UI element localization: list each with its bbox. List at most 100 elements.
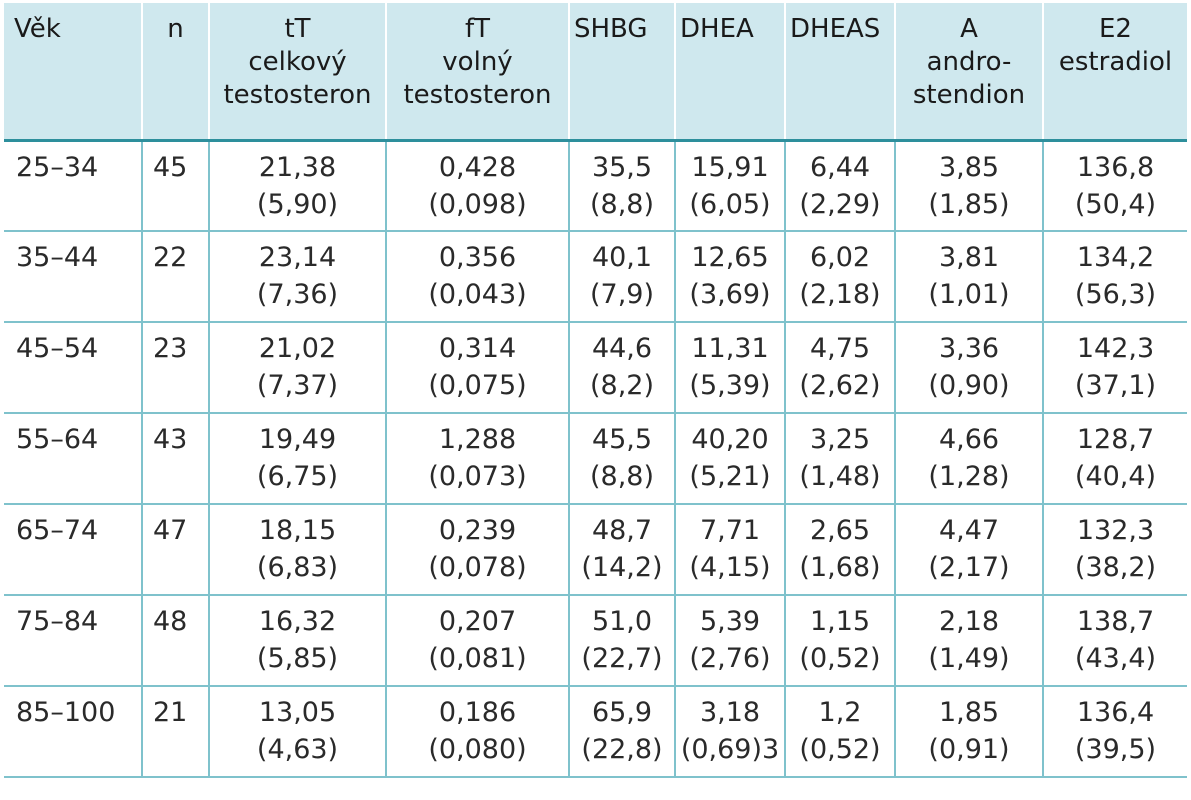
cell-age: 45–54 — [4, 322, 142, 414]
cell-sd: (5,85) — [256, 643, 339, 674]
cell-mean: 13,05 — [258, 697, 337, 728]
cell-age: 85–100 — [4, 686, 142, 778]
cell-sd: (6,75) — [256, 461, 339, 492]
cell-sd: (5,90) — [256, 188, 339, 220]
cell-e2: 132,3 (38,2) — [1042, 504, 1187, 596]
header-dhea-label: DHEA — [680, 14, 754, 44]
cell-a: 3,81 (1,01) — [894, 231, 1043, 323]
cell-sd: (5,39) — [689, 370, 771, 401]
cell-mean: 35,5 — [591, 151, 653, 183]
header-ft-abbr: fT — [464, 14, 491, 44]
header-shbg: SHBG — [568, 3, 675, 142]
cell-mean: 0,186 — [438, 697, 517, 728]
table-row: 35–44 22 23,14 (7,36) 0,356 (0,043) 40,1 (7… — [4, 231, 1187, 323]
cell-ft: 0,239 (0,078) — [385, 504, 569, 596]
cell-dhea: 3,18 (0,69)3 — [674, 686, 785, 778]
cell-mean: 40,20 — [691, 424, 769, 455]
cell-dheas: 1,15 (0,52) — [784, 595, 895, 687]
cell-sd: (7,37) — [256, 370, 339, 401]
cell-shbg: 35,5 (8,8) — [568, 140, 675, 232]
cell-mean: 5,39 — [699, 606, 761, 637]
cell-sd: (1,85) — [928, 188, 1010, 220]
cell-mean: 128,7 — [1076, 424, 1155, 455]
cell-mean: 3,18 — [699, 697, 761, 728]
header-a: A andro- stendion — [894, 3, 1043, 142]
cell-dheas: 6,44 (2,29) — [784, 140, 895, 232]
cell-sd: (0,043) — [428, 279, 527, 310]
cell-dheas: 1,2 (0,52) — [784, 686, 895, 778]
cell-age: 75–84 — [4, 595, 142, 687]
cell-shbg: 44,6 (8,2) — [568, 322, 675, 414]
cell-mean: 65,9 — [591, 697, 653, 728]
cell-sd: (5,21) — [689, 461, 771, 492]
cell-sd: (0,69)3 — [680, 734, 780, 765]
header-dhea: DHEA — [674, 3, 785, 142]
cell-dhea: 7,71 (4,15) — [674, 504, 785, 596]
cell-tt: 21,38 (5,90) — [208, 140, 386, 232]
cell-shbg: 40,1 (7,9) — [568, 231, 675, 323]
cell-e2: 128,7 (40,4) — [1042, 413, 1187, 505]
cell-sd: (1,01) — [928, 279, 1010, 310]
header-ft-line2: volný — [442, 47, 513, 77]
cell-sd: (0,90) — [928, 370, 1010, 401]
cell-a: 2,18 (1,49) — [894, 595, 1043, 687]
cell-sd: (2,62) — [799, 370, 881, 401]
cell-mean: 23,14 — [258, 242, 337, 273]
cell-a: 1,85 (0,91) — [894, 686, 1043, 778]
header-e2-abbr: E2 — [1099, 14, 1132, 44]
cell-mean: 40,1 — [591, 242, 653, 273]
cell-ft: 0,428 (0,098) — [385, 140, 569, 232]
cell-shbg: 65,9 (22,8) — [568, 686, 675, 778]
table-row: 45–54 23 21,02 (7,37) 0,314 (0,075) 44,6 (8… — [4, 322, 1187, 414]
header-shbg-label: SHBG — [574, 14, 648, 44]
cell-ft: 0,356 (0,043) — [385, 231, 569, 323]
cell-sd: (4,15) — [689, 552, 771, 583]
cell-tt: 19,49 (6,75) — [208, 413, 386, 505]
cell-sd: (37,1) — [1074, 370, 1157, 401]
cell-mean: 21,38 — [258, 151, 337, 183]
cell-sd: (40,4) — [1074, 461, 1157, 492]
cell-mean: 3,36 — [938, 333, 1000, 364]
cell-sd: (0,098) — [428, 188, 527, 220]
cell-tt: 23,14 (7,36) — [208, 231, 386, 323]
cell-mean: 132,3 — [1076, 515, 1155, 546]
header-dheas-label: DHEAS — [790, 14, 881, 44]
cell-sd: (8,8) — [589, 461, 654, 492]
hormone-table-container: Věk n tT celkový testosteron fT volný te… — [4, 3, 1187, 778]
cell-dhea: 11,31 (5,39) — [674, 322, 785, 414]
cell-sd: (0,52) — [799, 734, 881, 765]
header-tt-line2: celkový — [248, 47, 347, 77]
cell-a: 4,47 (2,17) — [894, 504, 1043, 596]
cell-a: 4,66 (1,28) — [894, 413, 1043, 505]
cell-sd: (0,91) — [928, 734, 1010, 765]
header-vek: Věk — [4, 3, 142, 142]
cell-sd: (22,8) — [581, 734, 663, 765]
cell-mean: 1,85 — [938, 697, 1000, 728]
cell-a: 3,85 (1,85) — [894, 140, 1043, 232]
cell-mean: 142,3 — [1076, 333, 1155, 364]
cell-sd: (1,68) — [799, 552, 881, 583]
header-a-line3: stendion — [912, 80, 1026, 110]
cell-sd: (1,49) — [928, 643, 1010, 674]
cell-sd: (43,4) — [1074, 643, 1157, 674]
cell-e2: 136,8 (50,4) — [1042, 140, 1187, 232]
cell-dheas: 2,65 (1,68) — [784, 504, 895, 596]
cell-sd: (0,078) — [428, 552, 527, 583]
cell-mean: 51,0 — [591, 606, 653, 637]
cell-dhea: 15,91 (6,05) — [674, 140, 785, 232]
cell-mean: 3,81 — [938, 242, 1000, 273]
cell-mean: 1,2 — [818, 697, 862, 728]
cell-mean: 16,32 — [258, 606, 337, 637]
header-a-line2: andro- — [926, 47, 1012, 77]
cell-mean: 3,25 — [809, 424, 871, 455]
header-vek-label: Věk — [14, 14, 61, 44]
cell-age: 65–74 — [4, 504, 142, 596]
cell-sd: (7,36) — [256, 279, 339, 310]
header-tt-abbr: tT — [284, 14, 311, 44]
cell-e2: 142,3 (37,1) — [1042, 322, 1187, 414]
cell-n: 45 — [141, 140, 209, 232]
cell-mean: 2,18 — [938, 606, 1000, 637]
cell-dheas: 4,75 (2,62) — [784, 322, 895, 414]
cell-n: 23 — [141, 322, 209, 414]
cell-ft: 0,314 (0,075) — [385, 322, 569, 414]
